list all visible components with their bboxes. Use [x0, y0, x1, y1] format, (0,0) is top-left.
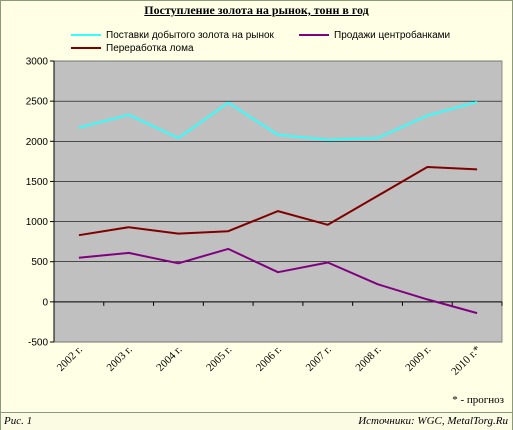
figure-label: Рис. 1 — [4, 415, 33, 427]
y-tick-label: 1000 — [26, 217, 49, 228]
x-tick-label: 2009 г. — [403, 343, 433, 373]
sources-text: Источники: WGC, MetalTorg.Ru — [358, 415, 508, 427]
y-tick-label: -500 — [28, 338, 48, 349]
legend: Поставки добытого золота на рынок Продажи… — [71, 29, 450, 54]
plot-area — [54, 61, 502, 342]
legend-label: Поставки добытого золота на рынок — [106, 29, 275, 41]
series-line — [78, 247, 478, 315]
x-tick-label: 2002 г. — [55, 343, 85, 373]
line-chart: 3000 2500 2000 1500 1000 500 0 -500 2002 г. 2003… — [26, 29, 503, 378]
x-tick-label: 2008 г. — [353, 343, 383, 373]
chart-title: Поступление золота на рынок, тонн в год — [144, 3, 369, 17]
y-tick-label: 500 — [31, 257, 48, 268]
series-line — [78, 166, 478, 237]
x-tick-label: 2005 г. — [204, 343, 234, 373]
source-bar: Рис. 1 Источники: WGC, MetalTorg.Ru — [1, 412, 512, 430]
series-line — [78, 100, 478, 141]
x-tick-label: 2006 г. — [254, 343, 284, 373]
y-tick-label: 1500 — [26, 177, 49, 188]
x-tick-label: 2004 г. — [154, 343, 184, 373]
y-axis: 3000 2500 2000 1500 1000 500 0 -500 — [26, 57, 55, 349]
y-tick-label: 2500 — [26, 97, 49, 108]
y-tick-label: 2000 — [26, 137, 49, 148]
forecast-footnote: * - прогноз — [452, 394, 504, 406]
legend-label: Продажи центробанками — [334, 29, 450, 41]
y-tick-label: 0 — [42, 297, 48, 308]
x-tick-label: 2007 г. — [304, 343, 334, 373]
x-tick-label: 2003 г. — [105, 343, 135, 373]
y-tick-label: 3000 — [26, 57, 49, 68]
legend-label: Переработка лома — [106, 42, 194, 54]
x-tick-label: 2010 г.* — [449, 344, 483, 378]
series-lines — [78, 100, 478, 315]
